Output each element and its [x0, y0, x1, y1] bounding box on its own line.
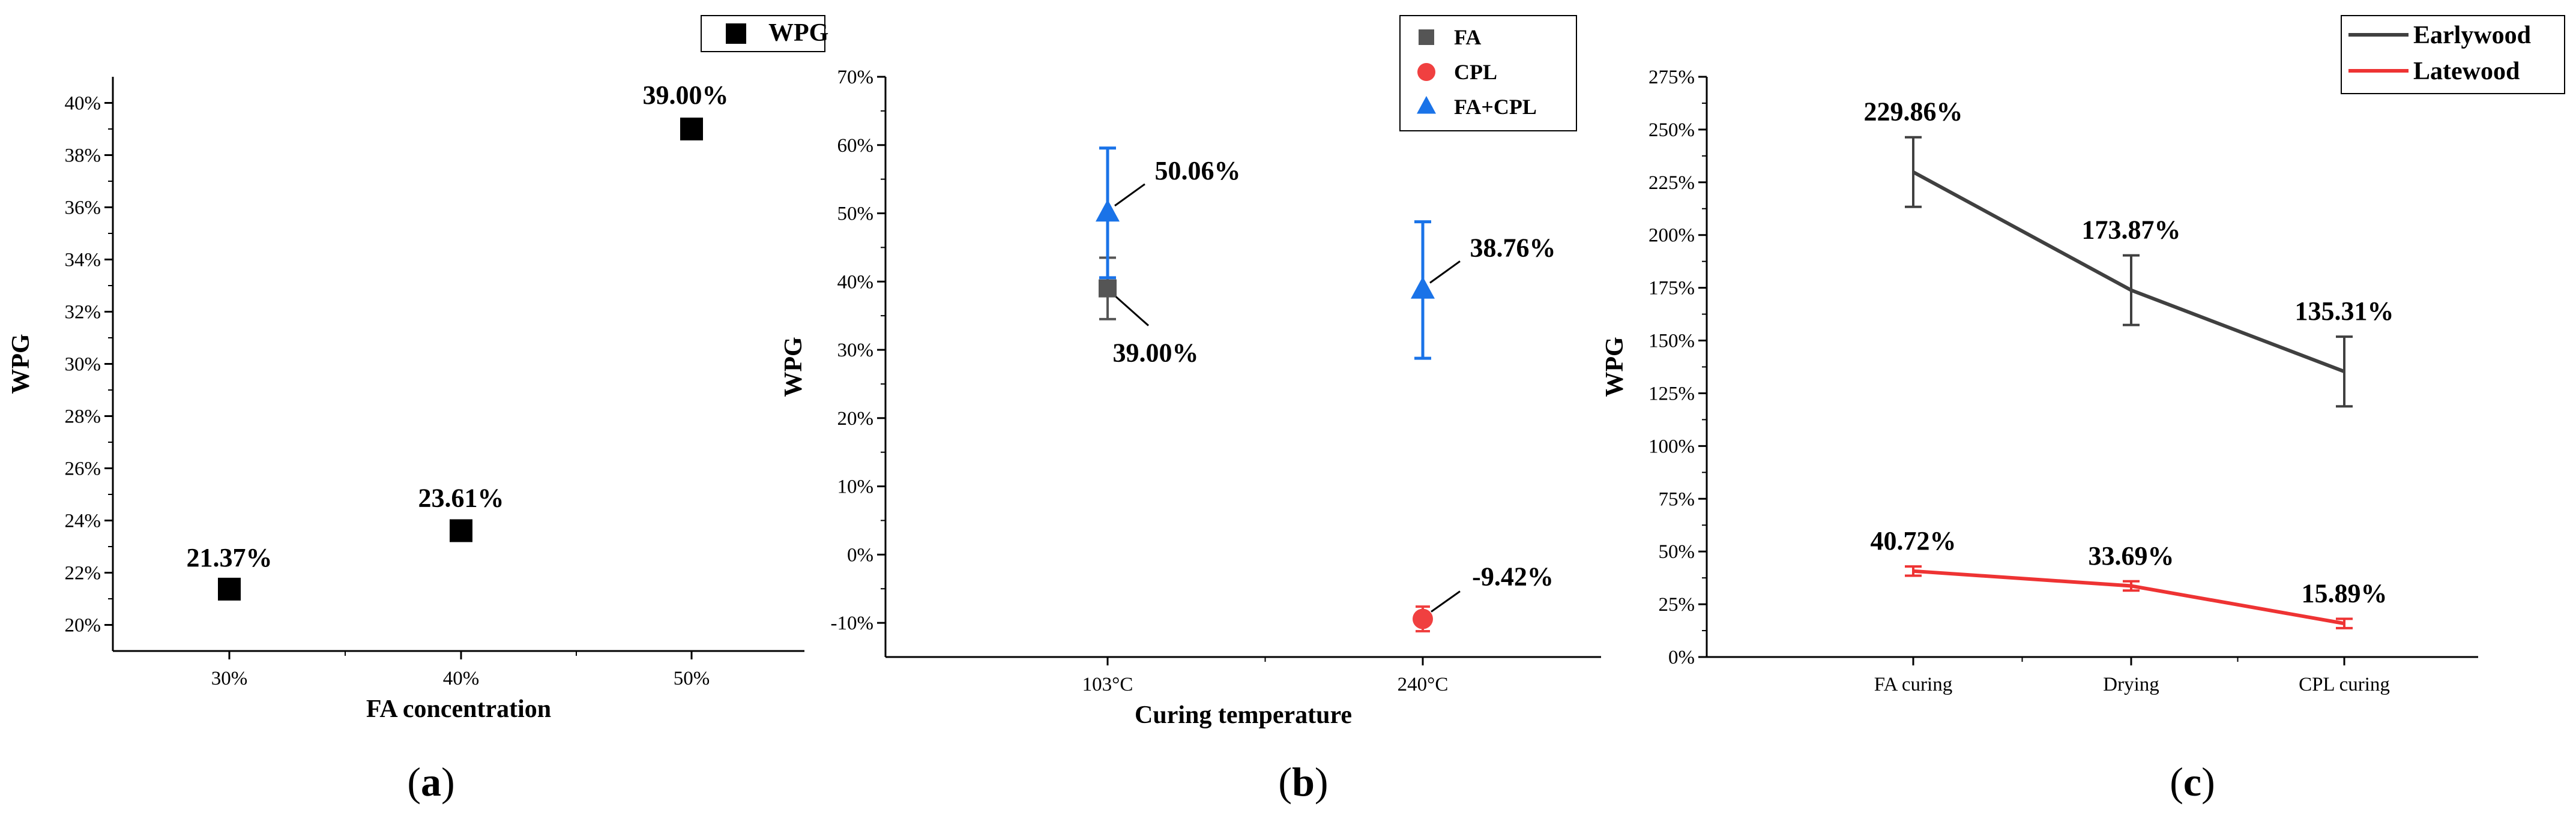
- x-tick-label: 50%: [674, 668, 710, 689]
- y-tick-label: 32%: [65, 302, 101, 323]
- legend-box: [2341, 15, 2565, 94]
- x-tick-label: 103°C: [1082, 674, 1133, 695]
- y-tick-label: 20%: [65, 615, 101, 637]
- y-tick-label: -10%: [831, 613, 873, 634]
- data-label: 39.00%: [1113, 338, 1199, 368]
- x-tick-label: 30%: [211, 668, 248, 689]
- y-tick-label: 10%: [837, 476, 874, 498]
- y-tick-label: 60%: [837, 135, 874, 157]
- panel-c-axes: 0% 25% 50% 75% 100% 125% 150% 175% 200% 225% 250% 2…: [1601, 67, 2478, 695]
- x-tick-label: FA curing: [1874, 674, 1952, 695]
- y-axis-title: WPG: [7, 334, 35, 394]
- y-tick-label: 70%: [837, 67, 874, 88]
- y-tick-label: 275%: [1648, 67, 1695, 88]
- y-tick-label: 50%: [837, 203, 874, 225]
- data-label: 173.87%: [2082, 215, 2181, 245]
- legend-label-fa: FA: [1454, 25, 1481, 49]
- y-tick-label: 25%: [1659, 594, 1695, 616]
- data-point-fa-cpl: [1096, 199, 1120, 222]
- legend-label-wpg: WPG: [768, 19, 828, 47]
- y-tick-label: 30%: [837, 340, 874, 361]
- y-tick-label: 150%: [1648, 331, 1695, 352]
- legend: FA CPL FA+CPL: [1399, 15, 1577, 131]
- data-label: 39.00%: [643, 80, 729, 110]
- legend-marker-fa-cpl: [1417, 96, 1436, 114]
- y-tick-label: 26%: [65, 458, 101, 480]
- y-tick-label: 20%: [837, 408, 874, 430]
- annotation-leader: [1429, 260, 1461, 284]
- x-tick-label: Drying: [2103, 674, 2159, 695]
- legend: Earlywood Latewood: [2341, 15, 2565, 94]
- x-tick-label: 40%: [443, 668, 480, 689]
- data-point: [218, 577, 241, 601]
- data-label: 33.69%: [2089, 541, 2174, 571]
- legend-label-earlywood: Earlywood: [2413, 22, 2531, 49]
- x-tick-label: CPL curing: [2299, 674, 2390, 695]
- legend: WPG: [701, 15, 828, 52]
- data-label: 21.37%: [187, 543, 273, 572]
- y-tick-label: 125%: [1648, 383, 1695, 404]
- series-line-latewood: [1913, 569, 2345, 626]
- panel-label-c: (c): [2170, 759, 2215, 805]
- y-tick-label: 0%: [847, 544, 873, 566]
- y-axis-title: WPG: [1601, 337, 1629, 397]
- data-point-cpl: [1413, 608, 1433, 629]
- y-tick-label: 250%: [1648, 119, 1695, 141]
- data-point-fa: [1099, 279, 1117, 298]
- panel-a-data: 21.37% 23.61% 39.00%: [187, 80, 729, 601]
- panel-a-axes: 20% 22% 24% 26% 28% 30% 32% 34% 36% 38% 40% 30% 40% 5…: [7, 77, 804, 723]
- y-tick-label: 0%: [1668, 647, 1695, 668]
- x-axis-title: FA concentration: [366, 695, 551, 723]
- legend-marker-wpg: [726, 23, 746, 44]
- annotation-leader: [1431, 590, 1461, 613]
- panel-label-a: (a): [407, 759, 454, 805]
- data-label: -9.42%: [1472, 562, 1554, 592]
- data-label: 23.61%: [418, 483, 504, 512]
- legend-marker-cpl: [1417, 63, 1435, 81]
- legend-marker-fa: [1419, 29, 1434, 45]
- data-label: 50.06%: [1155, 156, 1241, 185]
- data-label: 229.86%: [1864, 97, 1963, 127]
- annotation-leader: [1114, 183, 1145, 207]
- annotation-leader: [1115, 296, 1149, 326]
- data-label: 38.76%: [1470, 233, 1556, 262]
- y-tick-label: 40%: [65, 93, 101, 115]
- data-point-fa-cpl: [1411, 276, 1435, 299]
- y-tick-label: 36%: [65, 197, 101, 219]
- y-tick-label: 75%: [1659, 488, 1695, 510]
- y-tick-label: 100%: [1648, 436, 1695, 457]
- y-tick-label: 225%: [1648, 172, 1695, 194]
- y-tick-label: 50%: [1659, 541, 1695, 563]
- data-point: [680, 118, 703, 140]
- panel-b-axes: -10% 0% 10% 20% 30% 40% 50% 60% 70% 103°C 240°C WPG…: [780, 67, 1601, 729]
- legend-label-fa-cpl: FA+CPL: [1454, 95, 1537, 119]
- legend-box: [701, 15, 825, 52]
- y-tick-label: 30%: [65, 354, 101, 376]
- series-line-earlywood: [1912, 170, 2345, 374]
- panel-c-data: 229.86% 173.87% 135.31% 40.72% 33.69% 15.89%: [1864, 97, 2394, 629]
- panel-label-b: (b): [1278, 759, 1328, 805]
- data-label: 15.89%: [2302, 578, 2387, 608]
- y-tick-label: 22%: [65, 563, 101, 584]
- legend-label-latewood: Latewood: [2413, 58, 2520, 85]
- y-tick-label: 40%: [837, 271, 874, 293]
- y-tick-label: 38%: [65, 145, 101, 167]
- data-label: 135.31%: [2295, 296, 2394, 326]
- x-axis-title: Curing temperature: [1135, 701, 1352, 729]
- panel-b-data: 39.00% 50.06% 38.76% -9.42%: [1096, 146, 1556, 632]
- y-axis-title: WPG: [780, 337, 807, 397]
- y-tick-label: 175%: [1648, 278, 1695, 299]
- data-label: 40.72%: [1871, 526, 1956, 556]
- y-tick-label: 24%: [65, 511, 101, 532]
- legend-label-cpl: CPL: [1454, 60, 1497, 84]
- y-tick-label: 28%: [65, 406, 101, 428]
- data-point: [450, 519, 472, 542]
- y-tick-label: 34%: [65, 250, 101, 271]
- x-tick-label: 240°C: [1398, 674, 1449, 695]
- y-tick-label: 200%: [1648, 225, 1695, 247]
